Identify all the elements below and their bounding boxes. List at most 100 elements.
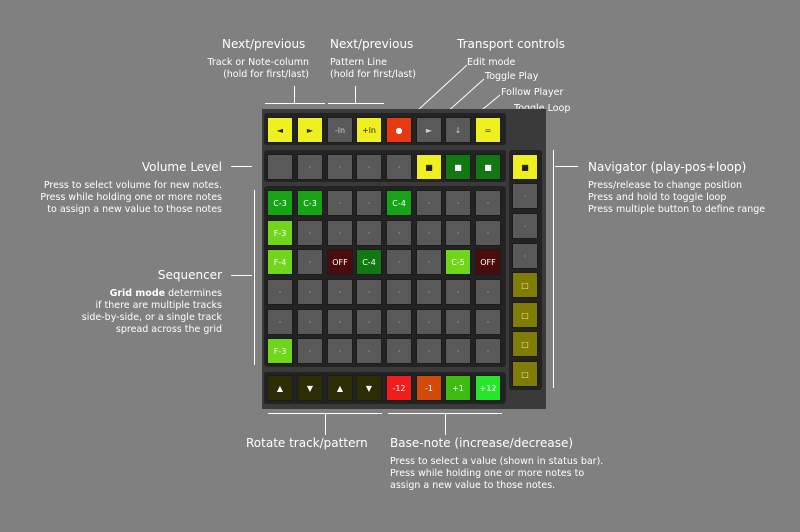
navigator-button[interactable]: □ xyxy=(512,361,538,387)
sequencer-cell[interactable]: · xyxy=(356,190,382,216)
sequencer-cell[interactable]: · xyxy=(356,279,382,305)
sequencer-cell[interactable]: · xyxy=(297,309,323,335)
sequencer-cell[interactable]: · xyxy=(445,338,471,364)
sequencer-cell[interactable]: · xyxy=(416,279,442,305)
sequencer-cell[interactable]: · xyxy=(386,249,412,275)
sequencer-cell[interactable]: · xyxy=(416,190,442,216)
navigator-button[interactable]: □ xyxy=(512,272,538,298)
sequencer-cell[interactable]: · xyxy=(416,338,442,364)
navigator-button[interactable]: · xyxy=(512,243,538,269)
callout-line xyxy=(328,103,384,104)
transport-button[interactable]: ● xyxy=(386,117,412,143)
bottom-row-button[interactable]: +12 xyxy=(475,375,501,401)
callout-line xyxy=(265,103,325,104)
sequencer-cell[interactable]: · xyxy=(386,279,412,305)
sequencer-cell[interactable]: · xyxy=(327,279,353,305)
callout-line xyxy=(445,414,446,435)
sequencer-cell[interactable]: · xyxy=(475,309,501,335)
sequencer-cell[interactable]: · xyxy=(297,279,323,305)
transport-button[interactable]: +ln xyxy=(356,117,382,143)
volume-level-title: Volume Level xyxy=(141,160,222,174)
volume-level-button[interactable]: ■ xyxy=(475,154,501,180)
transport-edit-mode-label: Edit mode xyxy=(467,57,516,68)
volume-level-button[interactable] xyxy=(267,154,293,180)
sequencer-cell[interactable]: · xyxy=(297,249,323,275)
sequencer-cell[interactable]: · xyxy=(356,309,382,335)
sequencer-cell[interactable]: · xyxy=(445,279,471,305)
sequencer-cell[interactable]: · xyxy=(327,338,353,364)
bottom-row-button[interactable]: ▼ xyxy=(356,375,382,401)
sequencer-cell[interactable]: · xyxy=(267,309,293,335)
sequencer-cell[interactable]: · xyxy=(475,279,501,305)
sequencer-grid-frame xyxy=(264,186,506,367)
volume-level-button[interactable]: · xyxy=(356,154,382,180)
bottom-row-button[interactable]: ▲ xyxy=(327,375,353,401)
sequencer-cell[interactable]: · xyxy=(416,249,442,275)
sequencer-cell[interactable]: · xyxy=(475,220,501,246)
volume-level-button[interactable]: · xyxy=(297,154,323,180)
sequencer-cell[interactable]: · xyxy=(445,190,471,216)
next-prev-track-desc: Track or Note-column (hold for first/las… xyxy=(207,57,309,80)
transport-toggle-play-label: Toggle Play xyxy=(485,71,539,82)
sequencer-cell[interactable]: · xyxy=(356,220,382,246)
sequencer-cell[interactable]: · xyxy=(445,220,471,246)
sequencer-cell[interactable]: F-4 xyxy=(267,249,293,275)
sequencer-cell[interactable]: · xyxy=(475,338,501,364)
volume-level-desc: Press to select volume for new notes. Pr… xyxy=(40,180,222,215)
transport-button[interactable]: -ln xyxy=(327,117,353,143)
sequencer-cell[interactable]: OFF xyxy=(327,249,353,275)
sequencer-cell[interactable]: C-4 xyxy=(386,190,412,216)
bottom-row-button[interactable]: -1 xyxy=(416,375,442,401)
volume-level-button[interactable]: · xyxy=(386,154,412,180)
navigator-desc: Press/release to change position Press a… xyxy=(588,180,766,215)
sequencer-cell[interactable]: · xyxy=(327,220,353,246)
transport-button[interactable]: ↓ xyxy=(445,117,471,143)
sequencer-cell[interactable]: · xyxy=(327,190,353,216)
sequencer-cell[interactable]: · xyxy=(297,338,323,364)
bottom-row-button[interactable]: ▲ xyxy=(267,375,293,401)
sequencer-cell[interactable]: · xyxy=(267,279,293,305)
sequencer-cell[interactable]: · xyxy=(416,309,442,335)
transport-button[interactable]: ◄ xyxy=(267,117,293,143)
volume-level-button[interactable]: ■ xyxy=(416,154,442,180)
callout-line xyxy=(325,414,326,435)
sequencer-cell[interactable]: C-3 xyxy=(267,190,293,216)
callout-line xyxy=(553,150,554,388)
basenote-title: Base-note (increase/decrease) xyxy=(390,436,574,450)
transport-toggle-loop-label: Toggle Loop xyxy=(514,103,571,114)
sequencer-cell[interactable]: · xyxy=(475,190,501,216)
sequencer-cell[interactable]: · xyxy=(386,309,412,335)
callout-line xyxy=(254,190,255,365)
sequencer-cell[interactable]: · xyxy=(356,338,382,364)
navigator-button[interactable]: ■ xyxy=(512,154,538,180)
sequencer-cell[interactable]: C-5 xyxy=(445,249,471,275)
transport-button[interactable]: = xyxy=(475,117,501,143)
sequencer-cell[interactable]: F-3 xyxy=(267,338,293,364)
callout-line xyxy=(355,86,356,103)
sequencer-cell[interactable]: F-3 xyxy=(267,220,293,246)
sequencer-cell[interactable]: · xyxy=(445,309,471,335)
sequencer-cell[interactable]: · xyxy=(327,309,353,335)
navigator-button[interactable]: □ xyxy=(512,331,538,357)
sequencer-cell[interactable]: · xyxy=(416,220,442,246)
transport-button[interactable]: ► xyxy=(297,117,323,143)
bottom-row-button[interactable]: ▼ xyxy=(297,375,323,401)
navigator-button[interactable]: · xyxy=(512,213,538,239)
sequencer-cell[interactable]: · xyxy=(386,338,412,364)
sequencer-cell[interactable]: OFF xyxy=(475,249,501,275)
callout-line xyxy=(231,166,252,167)
bottom-row-button[interactable]: -12 xyxy=(386,375,412,401)
volume-level-button[interactable]: ■ xyxy=(445,154,471,180)
navigator-button[interactable]: · xyxy=(512,183,538,209)
navigator-button[interactable]: □ xyxy=(512,302,538,328)
sequencer-cell[interactable]: · xyxy=(386,220,412,246)
next-prev-track-title: Next/previous xyxy=(222,37,306,51)
sequencer-cell[interactable]: C-3 xyxy=(297,190,323,216)
callout-line xyxy=(268,413,382,414)
bottom-row-button[interactable]: +1 xyxy=(445,375,471,401)
controller-panel: ◄ ► -ln +ln ● ► ↓ = · · · · ■ ■ ■ C-3 C-3 · · C-4 · · · F-3 · · · ·… xyxy=(262,109,546,409)
sequencer-cell[interactable]: C-4 xyxy=(356,249,382,275)
sequencer-cell[interactable]: · xyxy=(297,220,323,246)
volume-level-button[interactable]: · xyxy=(327,154,353,180)
transport-button[interactable]: ► xyxy=(416,117,442,143)
